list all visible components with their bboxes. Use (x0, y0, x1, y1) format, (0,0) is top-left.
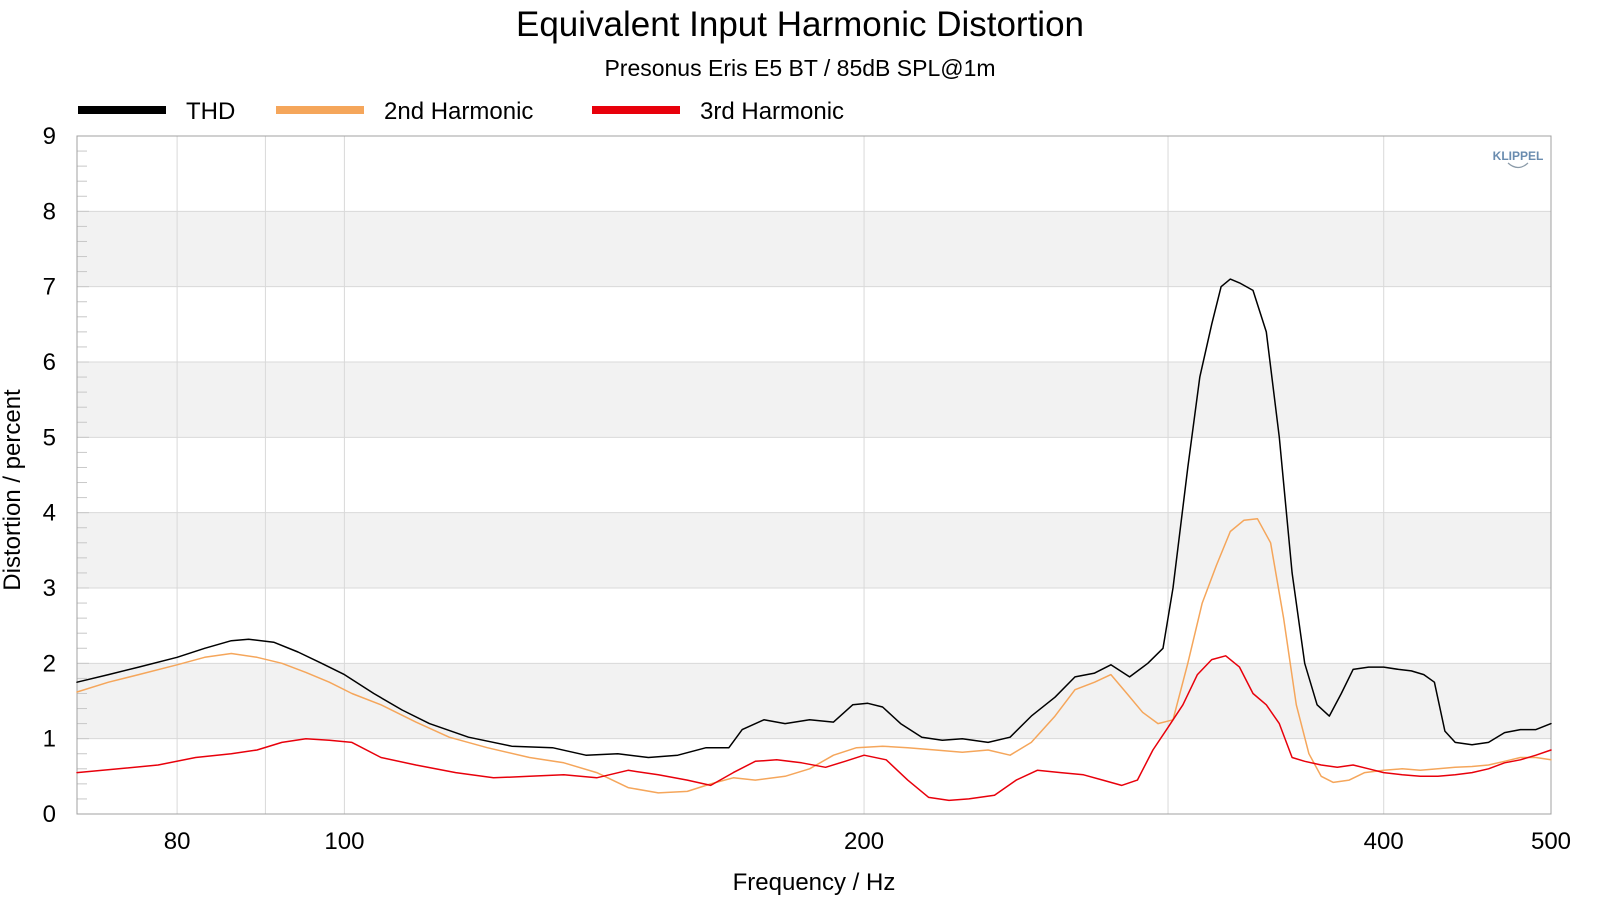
y-tick-label: 5 (43, 424, 56, 451)
y-axis-label: Distortion / percent (0, 389, 26, 591)
y-tick-label: 8 (43, 198, 56, 225)
plot-band (77, 512, 1551, 588)
plot-band (77, 211, 1551, 287)
legend-label-3rd-harmonic: 3rd Harmonic (700, 98, 844, 125)
y-axis-tick-labels: 0 1 2 3 4 5 6 7 8 9 (43, 123, 56, 828)
legend-label-2nd-harmonic: 2nd Harmonic (384, 98, 533, 125)
plot-band (77, 588, 1551, 664)
y-tick-label: 6 (43, 349, 56, 376)
x-tick-label: 500 (1531, 828, 1571, 855)
x-axis-label: Frequency / Hz (733, 869, 896, 896)
x-tick-label: 100 (324, 828, 364, 855)
plot-band (77, 136, 1551, 212)
plot-frame (76, 135, 1552, 815)
legend-swatch-2nd-harmonic (276, 106, 364, 114)
series-line-2nd-harmonic (76, 517, 1552, 794)
series-lines (76, 278, 1552, 802)
y-tick-label: 4 (43, 500, 56, 527)
legend-swatch-3rd-harmonic (592, 106, 680, 114)
plot-band (77, 738, 1551, 814)
plot-background-bands (77, 136, 1551, 814)
y-tick-label: 2 (43, 650, 56, 677)
legend-label-thd: THD (186, 98, 235, 125)
watermark-logo: KLIPPEL (1493, 149, 1544, 163)
plot-band (77, 663, 1551, 739)
x-tick-label: 400 (1364, 828, 1404, 855)
y-tick-label: 3 (43, 575, 56, 602)
chart-title: Equivalent Input Harmonic Distortion (516, 5, 1084, 44)
y-tick-label: 0 (43, 801, 56, 828)
y-tick-label: 9 (43, 123, 56, 150)
x-axis-tick-labels: 80 100 200 400 500 (164, 828, 1571, 855)
plot-band (77, 362, 1551, 438)
legend: THD 2nd Harmonic 3rd Harmonic (78, 98, 844, 125)
plot-band (77, 286, 1551, 362)
x-tick-label: 200 (844, 828, 884, 855)
legend-swatch-thd (78, 106, 166, 114)
watermark-swoosh (1507, 162, 1529, 169)
series-line-3rd-harmonic (76, 655, 1552, 802)
x-tick-label: 80 (164, 828, 191, 855)
chart-subtitle: Presonus Eris E5 BT / 85dB SPL@1m (604, 55, 995, 81)
minor-ticks (77, 135, 89, 815)
series-line-thd (76, 278, 1552, 759)
plot-band (77, 437, 1551, 513)
y-tick-label: 1 (43, 726, 56, 753)
y-tick-label: 7 (43, 274, 56, 301)
